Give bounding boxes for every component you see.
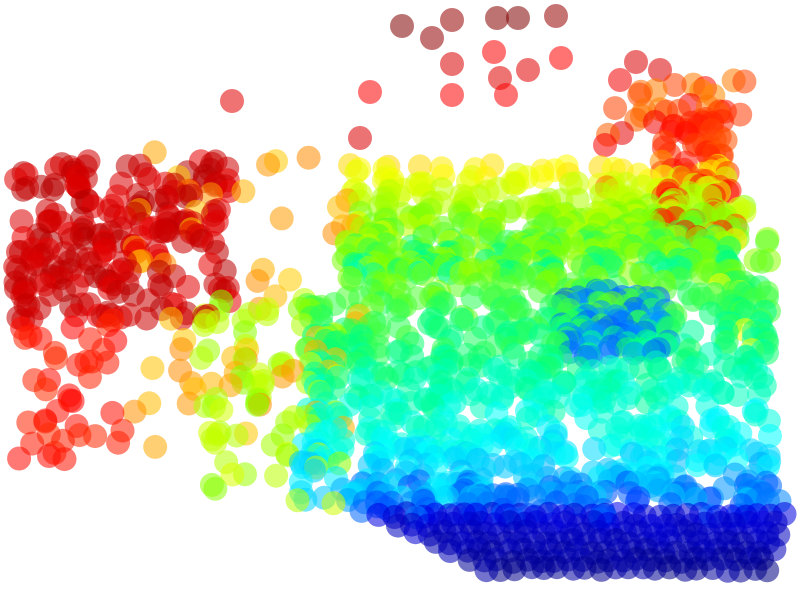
point-marker [176, 274, 200, 299]
point-marker [685, 453, 710, 478]
point-marker [270, 364, 295, 389]
point-marker [122, 399, 147, 424]
point-marker [390, 14, 414, 38]
point-marker [11, 177, 36, 202]
point-marker [52, 447, 77, 472]
point-marker [278, 267, 302, 292]
point-marker [106, 430, 131, 455]
point-marker [624, 50, 648, 74]
point-marker [593, 133, 617, 157]
point-marker [460, 285, 485, 310]
point-marker [159, 306, 183, 331]
point-marker [485, 6, 509, 30]
point-marker [725, 383, 750, 408]
point-marker [220, 462, 245, 487]
point-marker [703, 453, 728, 478]
point-marker [256, 152, 281, 177]
point-marker [296, 145, 321, 170]
point-marker [662, 73, 687, 97]
point-marker [561, 556, 586, 581]
point-marker [264, 463, 289, 488]
point-marker [327, 195, 351, 220]
point-marker [516, 406, 540, 431]
point-marker [673, 557, 698, 582]
point-marker [544, 4, 568, 28]
point-marker [269, 206, 294, 231]
point-marker [358, 80, 382, 104]
point-marker [209, 397, 234, 422]
point-marker [60, 315, 85, 340]
point-marker [440, 83, 464, 107]
point-marker [440, 52, 464, 76]
point-marker [681, 287, 706, 312]
point-marker [231, 179, 256, 204]
point-marker [100, 400, 125, 425]
point-marker [203, 476, 228, 501]
point-marker [549, 46, 573, 70]
point-marker [755, 558, 780, 583]
point-marker [134, 306, 159, 331]
point-marker [224, 423, 249, 448]
point-marker [516, 58, 540, 82]
point-marker [151, 219, 176, 244]
point-marker [44, 346, 68, 371]
point-marker [171, 229, 196, 254]
point-marker [95, 350, 120, 375]
point-marker [648, 58, 672, 82]
point-marker [589, 557, 614, 582]
point-marker [440, 8, 464, 32]
point-marker [732, 69, 757, 94]
point-marker [474, 558, 499, 583]
point-marker [255, 302, 280, 327]
point-marker [420, 26, 444, 50]
point-marker [16, 410, 41, 435]
point-marker [140, 356, 165, 380]
point-marker [7, 446, 32, 471]
point-marker [608, 68, 632, 92]
point-marker [438, 539, 463, 563]
point-marker [203, 430, 228, 455]
point-marker [220, 89, 244, 113]
point-marker [506, 6, 530, 30]
point-marker [554, 445, 579, 469]
point-marker [33, 377, 58, 402]
point-marker [642, 556, 667, 581]
point-marker [344, 159, 369, 184]
point-marker [755, 229, 779, 254]
point-marker [321, 491, 346, 516]
point-marker [482, 40, 506, 64]
point-marker [494, 83, 518, 107]
point-marker [531, 556, 556, 580]
point-marker [83, 424, 108, 449]
point-marker [169, 337, 194, 362]
point-marker [603, 96, 628, 121]
point-marker [191, 313, 216, 338]
point-marker [285, 488, 310, 513]
point-marker [493, 454, 517, 479]
point-marker [715, 558, 740, 583]
point-marker [758, 423, 782, 448]
point-marker [749, 249, 774, 274]
point-marker [582, 436, 607, 461]
point-marker [728, 102, 753, 127]
point-marker [77, 365, 102, 390]
point-marker [189, 345, 214, 370]
point-marker [245, 268, 270, 293]
point-marker [40, 177, 65, 202]
point-marker [143, 434, 168, 459]
point-marker [245, 392, 269, 417]
point-marker [348, 126, 372, 150]
